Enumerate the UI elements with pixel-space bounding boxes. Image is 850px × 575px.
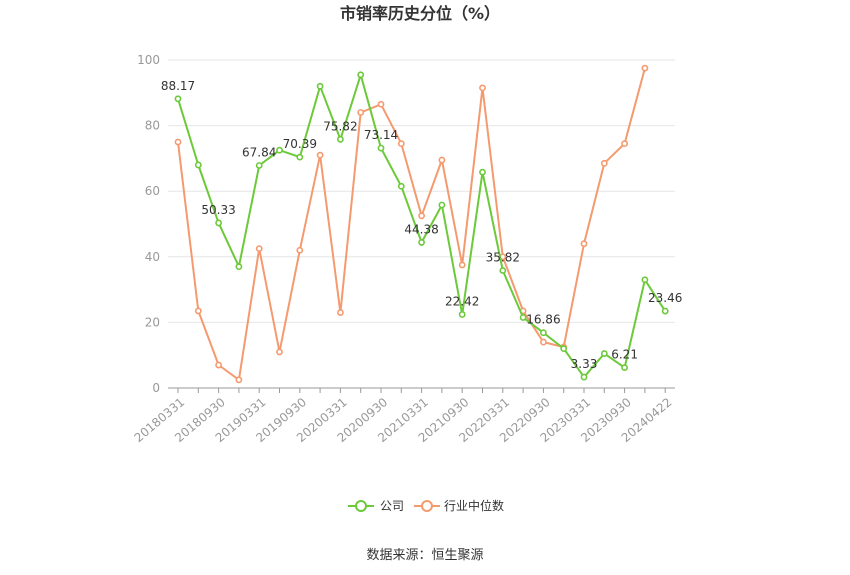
- data-point[interactable]: [519, 314, 527, 321]
- data-label: 3.33: [571, 357, 598, 371]
- data-point[interactable]: [580, 373, 588, 381]
- legend-marker-industry: [421, 500, 433, 512]
- data-point[interactable]: [600, 350, 608, 357]
- data-point[interactable]: [276, 348, 283, 356]
- data-point[interactable]: [174, 95, 182, 103]
- data-point[interactable]: [641, 276, 649, 284]
- data-point[interactable]: [336, 309, 344, 316]
- data-point[interactable]: [194, 307, 202, 315]
- data-point[interactable]: [316, 82, 324, 90]
- data-point[interactable]: [316, 151, 324, 159]
- data-point[interactable]: [235, 376, 243, 384]
- data-point[interactable]: [621, 364, 628, 372]
- x-axis: 2018033120180930201903312019093020200331…: [132, 387, 675, 445]
- data-labels: 88.17 50.33 67.84 70.39 75.82 73.14 44.38 22.42…: [161, 79, 683, 371]
- data-point[interactable]: [215, 219, 222, 227]
- data-label: 67.84: [242, 145, 276, 159]
- y-tick-label: 100: [137, 53, 160, 67]
- data-point[interactable]: [499, 267, 507, 274]
- data-point[interactable]: [621, 140, 628, 148]
- data-point[interactable]: [540, 338, 547, 346]
- data-label: 70.39: [283, 137, 317, 151]
- data-point[interactable]: [458, 261, 466, 269]
- legend-item-company[interactable]: 公司: [348, 499, 404, 513]
- data-point[interactable]: [479, 168, 486, 176]
- data-point[interactable]: [276, 146, 283, 154]
- data-point[interactable]: [357, 71, 365, 79]
- y-axis: 0 20 40 60 80 100: [137, 53, 160, 395]
- data-point[interactable]: [174, 138, 182, 146]
- data-label: 50.33: [201, 203, 235, 217]
- data-label: 73.14: [364, 128, 398, 142]
- data-point[interactable]: [377, 144, 385, 152]
- chart-title: 市销率历史分位（%）: [340, 4, 500, 23]
- series-line: [177, 67, 646, 381]
- y-tick-label: 40: [145, 250, 160, 264]
- data-point[interactable]: [296, 153, 304, 161]
- data-point[interactable]: [580, 240, 588, 248]
- legend-marker-company: [355, 500, 367, 512]
- data-point[interactable]: [479, 84, 486, 92]
- data-point[interactable]: [255, 245, 263, 252]
- legend-label-company: 公司: [380, 499, 404, 513]
- data-point[interactable]: [438, 201, 446, 209]
- y-tick-label: 80: [145, 119, 160, 133]
- series-company: [174, 71, 669, 381]
- data-label: 6.21: [611, 348, 638, 362]
- legend-label-industry: 行业中位数: [444, 498, 504, 513]
- data-point[interactable]: [397, 140, 405, 148]
- series-lines: [174, 64, 669, 384]
- data-label: 88.17: [161, 79, 195, 93]
- data-point[interactable]: [255, 162, 263, 169]
- data-point[interactable]: [296, 246, 304, 254]
- y-tick-label: 20: [145, 315, 160, 329]
- legend: 公司 行业中位数: [348, 498, 504, 513]
- data-label: 44.38: [404, 222, 438, 236]
- data-point[interactable]: [357, 109, 365, 116]
- data-label: 75.82: [323, 119, 357, 133]
- grid: [168, 59, 675, 323]
- y-tick-label: 0: [152, 381, 160, 395]
- data-label: 35.82: [486, 251, 520, 265]
- data-point[interactable]: [397, 182, 405, 190]
- data-point[interactable]: [418, 212, 425, 220]
- data-point[interactable]: [215, 361, 222, 369]
- data-point[interactable]: [641, 64, 649, 72]
- data-point[interactable]: [235, 263, 243, 271]
- data-point[interactable]: [336, 135, 344, 143]
- source-note: 数据来源：恒生聚源: [366, 548, 483, 563]
- data-point[interactable]: [458, 311, 466, 318]
- data-point[interactable]: [194, 161, 202, 169]
- data-point[interactable]: [661, 307, 669, 315]
- data-point[interactable]: [560, 345, 568, 353]
- data-label: 23.46: [648, 291, 682, 305]
- data-point[interactable]: [377, 100, 385, 108]
- data-point[interactable]: [438, 156, 446, 164]
- y-tick-label: 60: [145, 184, 160, 198]
- data-point[interactable]: [540, 329, 547, 337]
- data-point[interactable]: [418, 239, 425, 246]
- legend-item-industry[interactable]: 行业中位数: [414, 498, 504, 513]
- data-label: 16.86: [526, 313, 560, 327]
- data-label: 22.42: [445, 294, 479, 308]
- data-point[interactable]: [600, 159, 608, 167]
